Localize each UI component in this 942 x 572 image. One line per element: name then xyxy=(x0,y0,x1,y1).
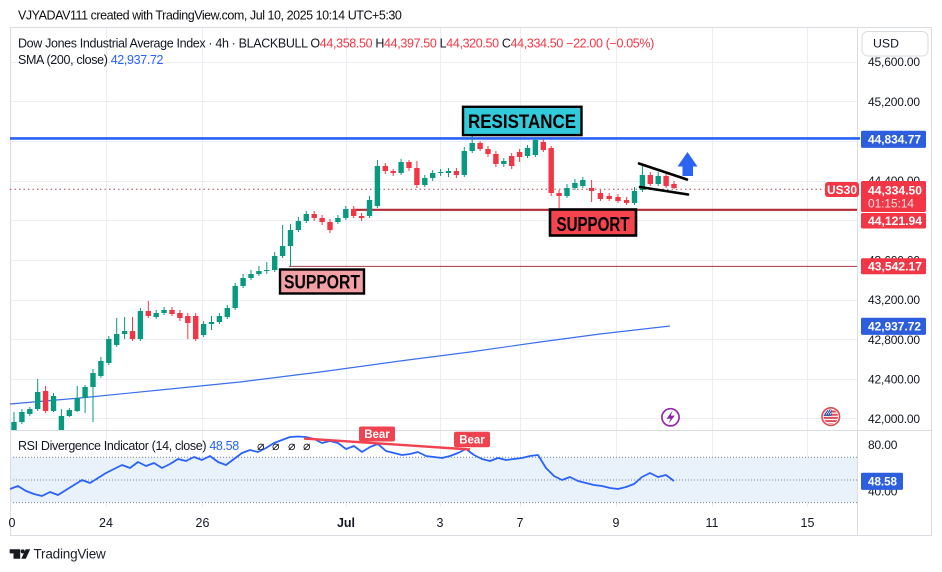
svg-text:80.00: 80.00 xyxy=(868,438,898,452)
svg-text:Bear: Bear xyxy=(459,435,485,447)
svg-text:42,937.72: 42,937.72 xyxy=(868,320,921,334)
svg-text:VJYADAV111 created with Tradin: VJYADAV111 created with TradingView.com,… xyxy=(18,9,402,23)
svg-text:SUPPORT: SUPPORT xyxy=(284,272,360,294)
svg-text:7: 7 xyxy=(517,516,524,530)
svg-text:42,400.00: 42,400.00 xyxy=(868,372,920,386)
svg-text:Dow Jones Industrial Average I: Dow Jones Industrial Average Index · 4h … xyxy=(18,37,654,51)
svg-text:24: 24 xyxy=(99,516,113,530)
svg-text:48.58: 48.58 xyxy=(868,475,897,489)
svg-text:US30: US30 xyxy=(827,183,857,197)
svg-text:3: 3 xyxy=(437,516,444,530)
svg-text:RSI Divergence Indicator (14,: RSI Divergence Indicator (14, close) 48.… xyxy=(18,439,239,453)
svg-text:SMA (200, close) 42,937.72: SMA (200, close) 42,937.72 xyxy=(18,53,164,67)
svg-text:⌀: ⌀ xyxy=(257,439,265,453)
svg-text:⌀: ⌀ xyxy=(288,439,296,453)
svg-text:44,834.77: 44,834.77 xyxy=(868,133,921,147)
svg-text:TradingView: TradingView xyxy=(34,546,107,561)
svg-text:Jul: Jul xyxy=(337,516,355,530)
svg-text:⌀: ⌀ xyxy=(303,439,311,453)
svg-text:01:15:14: 01:15:14 xyxy=(868,197,914,211)
svg-text:45,600.00: 45,600.00 xyxy=(868,55,920,69)
svg-text:11: 11 xyxy=(706,516,719,530)
svg-text:RESISTANCE: RESISTANCE xyxy=(468,112,576,133)
svg-text:Bear: Bear xyxy=(364,429,390,441)
svg-text:⌀: ⌀ xyxy=(272,439,280,453)
svg-text:26: 26 xyxy=(196,516,210,530)
svg-text:USD: USD xyxy=(873,37,899,51)
svg-text:45,200.00: 45,200.00 xyxy=(868,95,920,109)
svg-text:9: 9 xyxy=(613,516,620,530)
svg-text:0: 0 xyxy=(9,516,16,530)
svg-text:44,334.50: 44,334.50 xyxy=(868,183,922,197)
svg-text:15: 15 xyxy=(801,516,815,530)
svg-text:42,000.00: 42,000.00 xyxy=(868,412,920,426)
svg-text:44,121.94: 44,121.94 xyxy=(868,214,922,228)
svg-text:43,200.00: 43,200.00 xyxy=(868,293,920,307)
svg-text:SUPPORT: SUPPORT xyxy=(557,214,630,236)
svg-text:42,800.00: 42,800.00 xyxy=(868,333,920,347)
svg-text:43,542.17: 43,542.17 xyxy=(868,260,922,274)
